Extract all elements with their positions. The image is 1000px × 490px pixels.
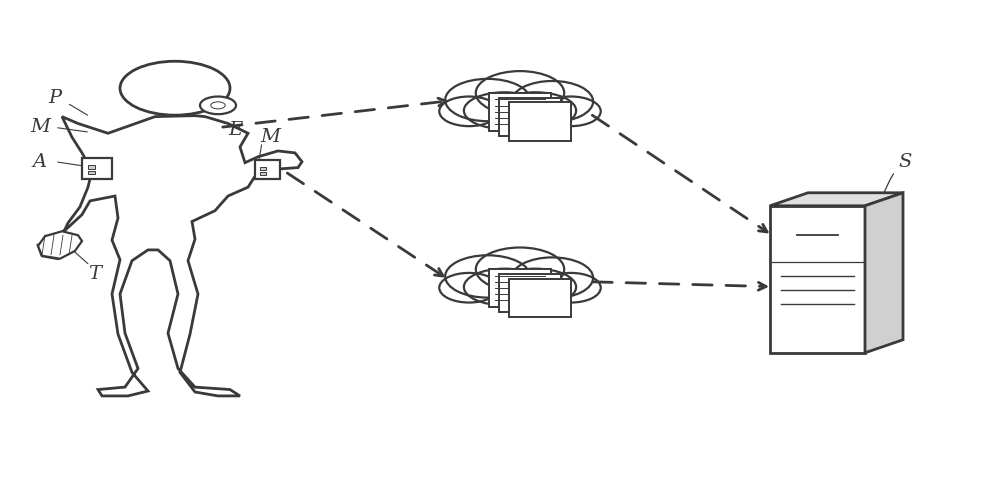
- FancyBboxPatch shape: [499, 274, 561, 312]
- Ellipse shape: [541, 273, 601, 302]
- Ellipse shape: [445, 255, 530, 297]
- Text: S: S: [898, 153, 912, 171]
- Ellipse shape: [439, 97, 499, 126]
- FancyBboxPatch shape: [82, 158, 112, 179]
- FancyBboxPatch shape: [509, 102, 571, 141]
- FancyBboxPatch shape: [499, 98, 561, 136]
- FancyBboxPatch shape: [260, 172, 266, 175]
- Ellipse shape: [476, 71, 564, 115]
- Text: E: E: [228, 121, 242, 139]
- FancyBboxPatch shape: [255, 160, 280, 179]
- Text: M: M: [260, 128, 280, 146]
- Circle shape: [200, 97, 236, 114]
- Polygon shape: [38, 116, 302, 396]
- Ellipse shape: [512, 257, 593, 298]
- FancyBboxPatch shape: [770, 206, 865, 353]
- Text: P: P: [48, 89, 62, 107]
- FancyBboxPatch shape: [489, 269, 551, 307]
- Ellipse shape: [494, 92, 576, 129]
- Ellipse shape: [541, 97, 601, 126]
- Ellipse shape: [464, 92, 546, 129]
- Ellipse shape: [512, 81, 593, 122]
- FancyBboxPatch shape: [260, 167, 266, 170]
- Text: T: T: [88, 266, 102, 283]
- Ellipse shape: [464, 269, 546, 305]
- Ellipse shape: [476, 247, 564, 291]
- Polygon shape: [38, 231, 82, 259]
- Ellipse shape: [494, 269, 576, 305]
- Polygon shape: [770, 193, 903, 206]
- Text: M: M: [30, 119, 50, 136]
- Ellipse shape: [439, 273, 499, 302]
- Ellipse shape: [445, 79, 530, 121]
- FancyBboxPatch shape: [88, 171, 95, 174]
- Polygon shape: [865, 193, 903, 353]
- Text: A: A: [33, 153, 47, 171]
- FancyBboxPatch shape: [489, 93, 551, 131]
- FancyBboxPatch shape: [509, 279, 571, 317]
- FancyBboxPatch shape: [88, 165, 95, 169]
